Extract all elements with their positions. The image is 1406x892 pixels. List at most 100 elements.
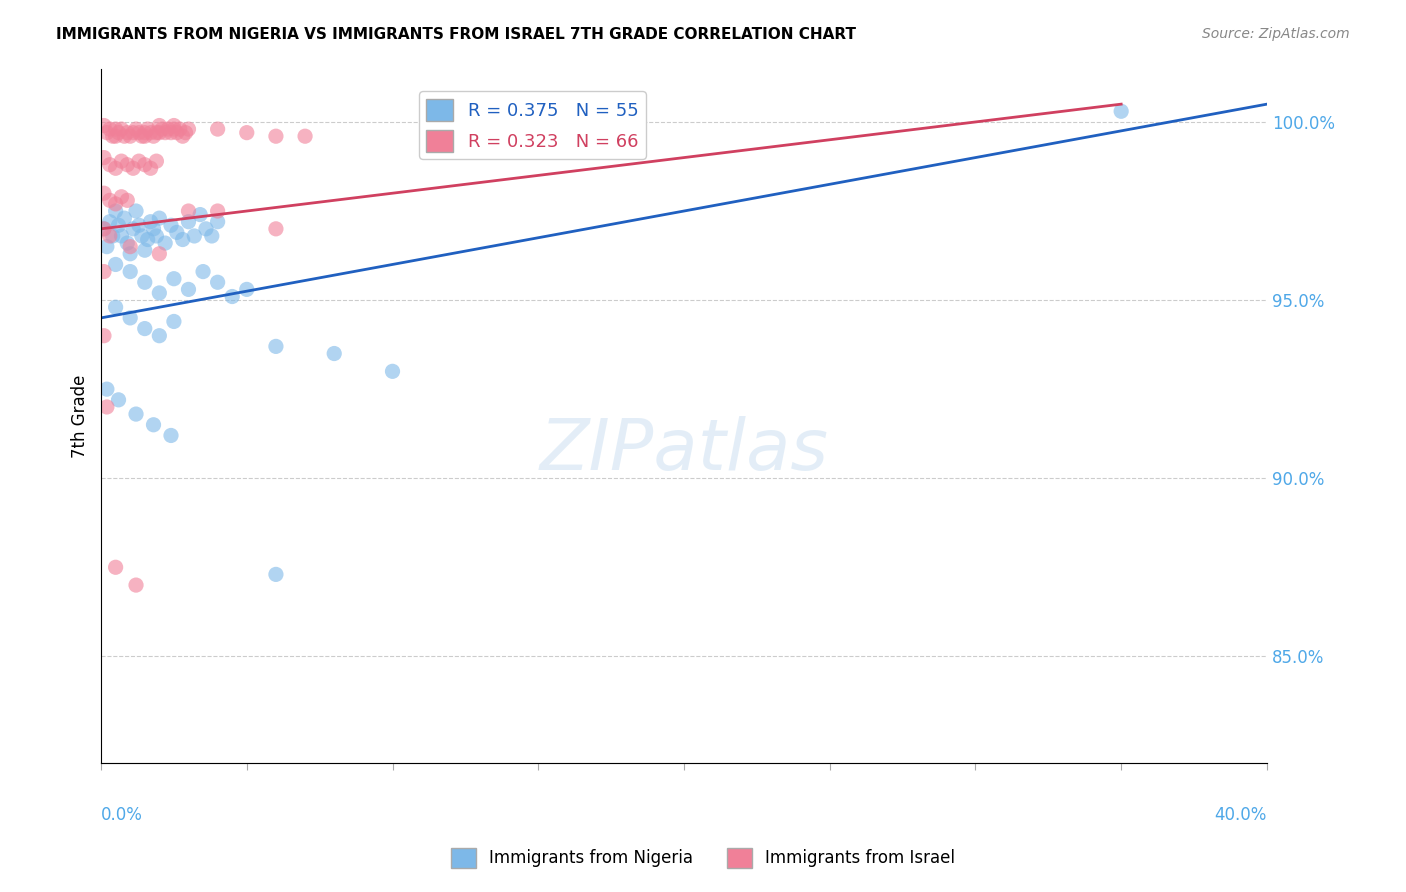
- Legend: R = 0.375   N = 55, R = 0.323   N = 66: R = 0.375 N = 55, R = 0.323 N = 66: [419, 92, 645, 159]
- Text: 40.0%: 40.0%: [1215, 806, 1267, 824]
- Immigrants from Israel: [207, 122, 229, 136]
- Immigrants from Nigeria: [120, 264, 142, 278]
- Immigrants from Nigeria: [172, 233, 194, 247]
- Immigrants from Nigeria: [136, 233, 159, 247]
- Immigrants from Israel: [93, 222, 115, 236]
- Immigrants from Nigeria: [183, 229, 205, 244]
- Text: Source: ZipAtlas.com: Source: ZipAtlas.com: [1202, 27, 1350, 41]
- Immigrants from Nigeria: [1109, 104, 1132, 119]
- Immigrants from Nigeria: [264, 567, 287, 582]
- Immigrants from Nigeria: [104, 300, 127, 314]
- Immigrants from Israel: [148, 126, 170, 140]
- Immigrants from Nigeria: [153, 236, 176, 251]
- Immigrants from Israel: [93, 264, 115, 278]
- Immigrants from Israel: [177, 122, 200, 136]
- Y-axis label: 7th Grade: 7th Grade: [72, 374, 89, 458]
- Immigrants from Nigeria: [125, 407, 148, 421]
- Immigrants from Nigeria: [207, 275, 229, 289]
- Immigrants from Nigeria: [142, 222, 165, 236]
- Immigrants from Israel: [157, 122, 180, 136]
- Immigrants from Israel: [145, 126, 167, 140]
- Immigrants from Israel: [264, 222, 287, 236]
- Immigrants from Israel: [207, 204, 229, 219]
- Immigrants from Nigeria: [139, 215, 162, 229]
- Immigrants from Nigeria: [236, 282, 259, 296]
- Immigrants from Nigeria: [381, 364, 404, 378]
- Immigrants from Nigeria: [177, 215, 200, 229]
- Immigrants from Nigeria: [166, 226, 188, 240]
- Immigrants from Nigeria: [125, 204, 148, 219]
- Text: ZIPatlas: ZIPatlas: [540, 416, 828, 485]
- Immigrants from Israel: [150, 122, 173, 136]
- Immigrants from Israel: [104, 129, 127, 144]
- Immigrants from Israel: [98, 194, 121, 208]
- Immigrants from Nigeria: [122, 222, 145, 236]
- Immigrants from Israel: [134, 129, 156, 144]
- Immigrants from Nigeria: [134, 321, 156, 335]
- Immigrants from Nigeria: [194, 222, 217, 236]
- Immigrants from Israel: [128, 126, 150, 140]
- Immigrants from Nigeria: [160, 428, 183, 442]
- Immigrants from Nigeria: [104, 257, 127, 271]
- Legend: Immigrants from Nigeria, Immigrants from Israel: Immigrants from Nigeria, Immigrants from…: [444, 841, 962, 875]
- Immigrants from Nigeria: [120, 246, 142, 260]
- Immigrants from Nigeria: [160, 219, 183, 233]
- Immigrants from Israel: [294, 129, 316, 144]
- Immigrants from Nigeria: [117, 236, 139, 251]
- Immigrants from Israel: [98, 229, 121, 244]
- Immigrants from Nigeria: [96, 240, 118, 254]
- Immigrants from Israel: [142, 129, 165, 144]
- Immigrants from Nigeria: [221, 289, 243, 303]
- Immigrants from Israel: [98, 158, 121, 172]
- Immigrants from Israel: [236, 126, 259, 140]
- Immigrants from Nigeria: [177, 282, 200, 296]
- Immigrants from Israel: [110, 154, 132, 169]
- Immigrants from Israel: [122, 161, 145, 176]
- Immigrants from Israel: [163, 122, 186, 136]
- Immigrants from Israel: [145, 154, 167, 169]
- Immigrants from Israel: [134, 158, 156, 172]
- Immigrants from Israel: [117, 158, 139, 172]
- Immigrants from Israel: [125, 578, 148, 592]
- Immigrants from Nigeria: [107, 392, 129, 407]
- Immigrants from Israel: [117, 194, 139, 208]
- Immigrants from Nigeria: [131, 229, 153, 244]
- Immigrants from Israel: [177, 204, 200, 219]
- Immigrants from Israel: [264, 129, 287, 144]
- Immigrants from Israel: [117, 126, 139, 140]
- Immigrants from Nigeria: [98, 215, 121, 229]
- Immigrants from Israel: [107, 126, 129, 140]
- Immigrants from Israel: [148, 246, 170, 260]
- Immigrants from Israel: [104, 560, 127, 574]
- Immigrants from Israel: [128, 154, 150, 169]
- Text: IMMIGRANTS FROM NIGERIA VS IMMIGRANTS FROM ISRAEL 7TH GRADE CORRELATION CHART: IMMIGRANTS FROM NIGERIA VS IMMIGRANTS FR…: [56, 27, 856, 42]
- Immigrants from Nigeria: [104, 204, 127, 219]
- Immigrants from Israel: [172, 129, 194, 144]
- Immigrants from Israel: [174, 126, 197, 140]
- Text: 0.0%: 0.0%: [101, 806, 143, 824]
- Immigrants from Nigeria: [142, 417, 165, 432]
- Immigrants from Israel: [98, 122, 121, 136]
- Immigrants from Nigeria: [134, 244, 156, 258]
- Immigrants from Nigeria: [101, 229, 124, 244]
- Immigrants from Nigeria: [148, 285, 170, 300]
- Immigrants from Israel: [93, 151, 115, 165]
- Immigrants from Nigeria: [148, 328, 170, 343]
- Immigrants from Nigeria: [145, 229, 167, 244]
- Immigrants from Nigeria: [163, 314, 186, 328]
- Immigrants from Israel: [169, 122, 191, 136]
- Immigrants from Israel: [104, 161, 127, 176]
- Immigrants from Israel: [120, 240, 142, 254]
- Immigrants from Israel: [163, 119, 186, 133]
- Immigrants from Israel: [93, 328, 115, 343]
- Immigrants from Nigeria: [163, 271, 186, 285]
- Immigrants from Israel: [96, 126, 118, 140]
- Immigrants from Israel: [93, 186, 115, 201]
- Immigrants from Nigeria: [207, 215, 229, 229]
- Immigrants from Nigeria: [93, 222, 115, 236]
- Immigrants from Nigeria: [188, 208, 211, 222]
- Immigrants from Israel: [153, 126, 176, 140]
- Immigrants from Israel: [139, 161, 162, 176]
- Immigrants from Nigeria: [110, 229, 132, 244]
- Immigrants from Israel: [166, 126, 188, 140]
